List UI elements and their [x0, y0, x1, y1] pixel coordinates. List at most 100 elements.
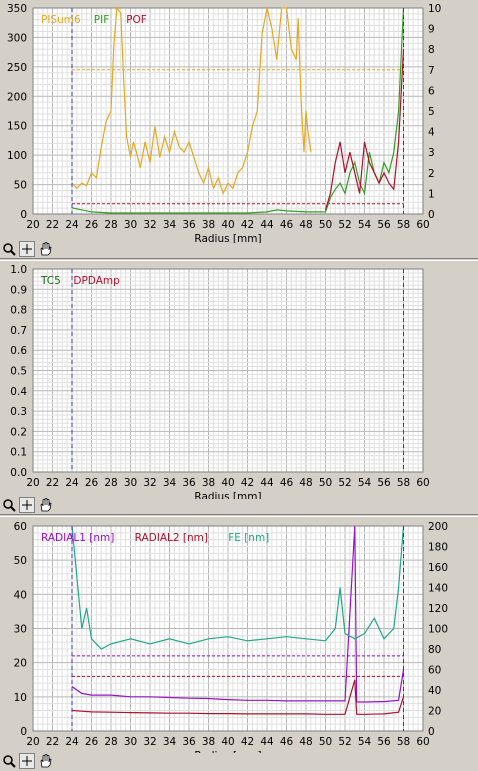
panel-separator[interactable] [0, 258, 478, 261]
x-tick-label: 28 [104, 477, 117, 489]
x-tick-label: 46 [280, 477, 294, 489]
x-tick-label: 58 [397, 736, 410, 748]
y-right-tick-label: 160 [428, 562, 448, 574]
x-tick-label: 34 [163, 219, 177, 231]
chart-pisum-pif-pof[interactable]: 20 22 24 26 28 30 32 34 36 38 40 42 44 46 48 50 52 54 56 58… [0, 0, 478, 243]
y-right-tick-label: 0 [428, 726, 435, 738]
x-tick-label: 48 [299, 736, 312, 748]
chart-toolbar-1 [0, 240, 53, 258]
y-right-tick-label: 0 [428, 209, 435, 221]
chart-panel-1: 20 22 24 26 28 30 32 34 36 38 40 42 44 46 48 50 52 54 56 58… [0, 0, 478, 262]
y-left-tick-label: 0.0 [10, 467, 27, 479]
y-right-tick-label: 6 [428, 85, 435, 97]
x-tick-label: 36 [182, 736, 196, 748]
x-tick-label: 20 [26, 219, 39, 231]
zoom-icon[interactable] [1, 497, 17, 513]
legend-entry: RADIAL2 [nm] [135, 532, 208, 544]
x-tick-label: 22 [46, 736, 59, 748]
legend-entry: DPDAmp [73, 275, 120, 287]
x-tick-label: 38 [202, 219, 215, 231]
x-tick-label: 26 [85, 219, 99, 231]
y-left-tick-label: 50 [14, 555, 27, 567]
chart-tc5-dpdamp[interactable]: 20 22 24 26 28 30 32 34 36 38 40 42 44 46 48 50 52 54 56 58… [0, 261, 478, 499]
y-left-tick-label: 0.5 [10, 366, 27, 378]
y-right-tick-label: 7 [428, 65, 435, 77]
x-axis-label: Radius [mm] [194, 233, 261, 243]
x-tick-label: 36 [182, 477, 196, 489]
x-tick-label: 38 [202, 736, 215, 748]
y-right-tick-label: 3 [428, 147, 435, 159]
y-left-tick-label: 0.4 [10, 386, 27, 398]
x-tick-label: 26 [85, 736, 99, 748]
crosshair-icon[interactable] [19, 497, 35, 513]
y-left-tick-label: 200 [7, 91, 27, 103]
y-left-tick-label: 10 [14, 692, 27, 704]
y-right-tick-label: 140 [428, 583, 448, 595]
plot-frame [32, 525, 424, 732]
x-tick-label: 34 [163, 736, 177, 748]
legend-entry: TC5 [40, 275, 61, 287]
y-left-tick-label: 150 [7, 121, 27, 133]
x-tick-label: 52 [338, 477, 351, 489]
y-right-tick-label: 8 [428, 44, 435, 56]
y-left-tick-label: 0.3 [10, 406, 27, 418]
x-tick-label: 38 [202, 477, 215, 489]
y-right-tick-label: 40 [428, 685, 441, 697]
chart-radial-fe[interactable]: 20 22 24 26 28 30 32 34 36 38 40 42 44 46 48 50 52 54 56 58… [0, 517, 478, 753]
x-tick-label: 54 [358, 477, 372, 489]
x-tick-label: 40 [221, 477, 234, 489]
hand-pan-icon[interactable] [37, 753, 53, 769]
hand-pan-icon[interactable] [37, 241, 53, 257]
x-tick-label: 20 [26, 736, 39, 748]
x-tick-label: 50 [319, 219, 332, 231]
series-line-fe-nm [71, 525, 405, 650]
x-tick-label: 30 [124, 736, 137, 748]
x-tick-label: 36 [182, 219, 196, 231]
x-tick-label: 44 [260, 219, 274, 231]
x-tick-label: 52 [338, 219, 351, 231]
chart-panel-3: 20 22 24 26 28 30 32 34 36 38 40 42 44 46 48 50 52 54 56 58… [0, 517, 478, 771]
legend-entry: POF [126, 14, 147, 26]
x-tick-label: 56 [377, 219, 391, 231]
y-right-tick-label: 4 [428, 127, 435, 139]
legend-entry: PIF [94, 14, 109, 26]
hand-pan-icon[interactable] [37, 497, 53, 513]
x-axis-label: Radius [mm] [194, 750, 261, 753]
y-left-tick-label: 0.9 [10, 284, 27, 296]
y-left-tick-label: 1.0 [10, 264, 27, 276]
chart-toolbar-3 [0, 752, 53, 770]
plot-frame [32, 7, 424, 215]
x-tick-label: 22 [46, 477, 59, 489]
x-tick-label: 58 [397, 477, 410, 489]
legend-entry: FE [nm] [228, 532, 269, 544]
y-left-tick-label: 0.1 [10, 447, 27, 459]
y-right-tick-label: 80 [428, 644, 441, 656]
crosshair-icon[interactable] [19, 241, 35, 257]
x-tick-label: 46 [280, 736, 294, 748]
panel-separator[interactable] [0, 514, 478, 517]
x-tick-label: 20 [26, 477, 39, 489]
y-left-tick-label: 0 [20, 209, 27, 221]
y-left-tick-label: 300 [7, 32, 27, 44]
y-right-tick-label: 60 [428, 665, 441, 677]
y-left-tick-label: 50 [14, 180, 27, 192]
x-tick-label: 24 [65, 477, 79, 489]
y-left-tick-label: 350 [7, 3, 27, 15]
zoom-icon[interactable] [1, 241, 17, 257]
y-left-tick-label: 0.8 [10, 305, 27, 317]
x-tick-label: 60 [416, 477, 429, 489]
x-tick-label: 32 [143, 219, 156, 231]
x-tick-label: 42 [241, 477, 254, 489]
x-tick-label: 40 [221, 736, 234, 748]
x-tick-label: 54 [358, 736, 372, 748]
x-tick-label: 26 [85, 477, 99, 489]
x-tick-label: 50 [319, 477, 332, 489]
x-tick-label: 54 [358, 219, 372, 231]
x-tick-label: 22 [46, 219, 59, 231]
x-tick-label: 42 [241, 736, 254, 748]
legend-entry: PISum6 [41, 14, 81, 26]
chart-panel-2: 20 22 24 26 28 30 32 34 36 38 40 42 44 46 48 50 52 54 56 58… [0, 261, 478, 517]
crosshair-icon[interactable] [19, 753, 35, 769]
zoom-icon[interactable] [1, 753, 17, 769]
x-axis-label: Radius [mm] [194, 491, 261, 499]
